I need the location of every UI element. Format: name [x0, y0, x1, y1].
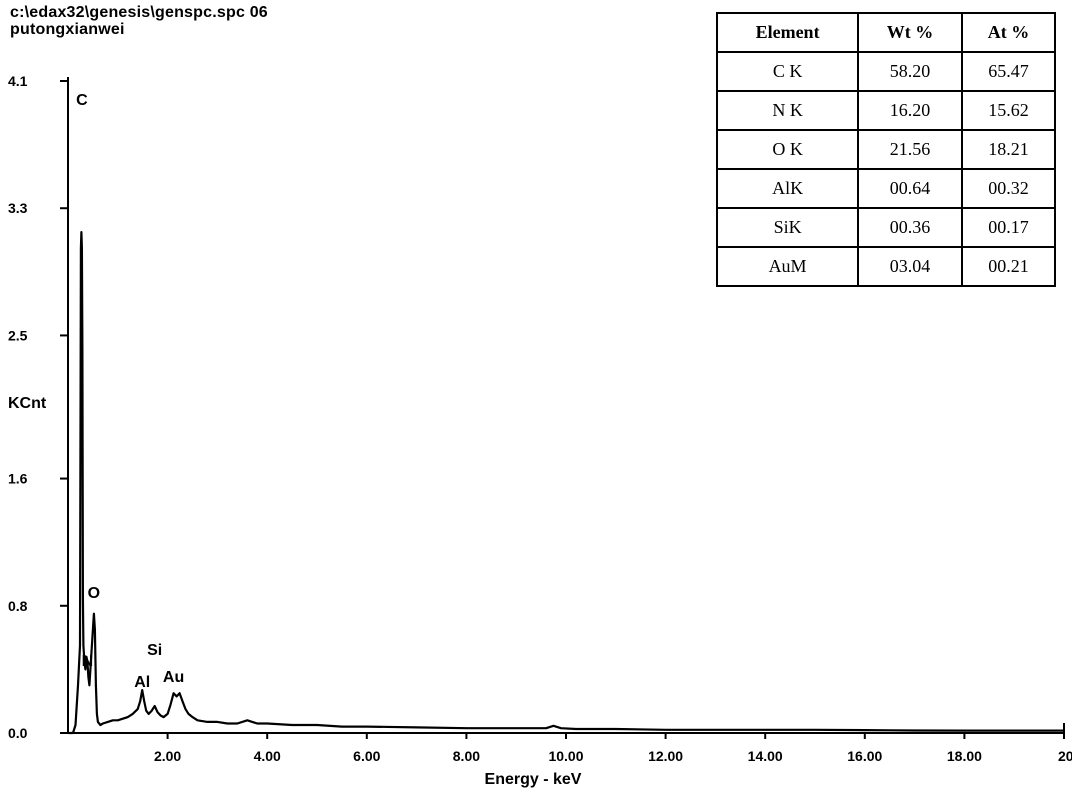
table-cell: 15.62 — [960, 90, 1057, 131]
x-tick-label: 16.00 — [847, 748, 882, 764]
table-cell: 00.21 — [960, 246, 1057, 287]
table-cell: 58.20 — [857, 51, 963, 92]
peak-label: O — [88, 585, 100, 602]
spectrum-line — [68, 231, 1064, 735]
y-tick-label: 2.5 — [8, 327, 28, 343]
peak-label: Si — [147, 642, 162, 659]
x-tick-label: 14.00 — [748, 748, 783, 764]
sample-name: putongxianwei — [10, 21, 125, 38]
table-cell: AuM — [715, 246, 860, 287]
table-cell: O K — [715, 129, 860, 170]
column-header: Element — [715, 12, 860, 53]
x-tick-label: 2.00 — [154, 748, 181, 764]
column-header: Wt % — [857, 12, 963, 53]
peak-label: C — [76, 92, 88, 109]
table-cell: 65.47 — [960, 51, 1057, 92]
y-tick-label: 3.3 — [8, 200, 28, 216]
x-tick-label: 4.00 — [254, 748, 281, 764]
table-row: N K 16.20 15.62 — [715, 90, 1057, 131]
x-tick-label: 18.00 — [947, 748, 982, 764]
peak-label: N — [82, 653, 94, 670]
table-row: AlK 00.64 00.32 — [715, 168, 1057, 209]
y-tick-label: 0.8 — [8, 598, 28, 614]
table-cell: 18.21 — [960, 129, 1057, 170]
table-cell: AlK — [715, 168, 860, 209]
table-cell: 00.36 — [857, 207, 963, 248]
table-header-row: Element Wt % At % — [715, 12, 1057, 53]
peak-label: Al — [134, 674, 150, 691]
table-cell: SiK — [715, 207, 860, 248]
table-row: O K 21.56 18.21 — [715, 129, 1057, 170]
table-cell: N K — [715, 90, 860, 131]
table-row: C K 58.20 65.47 — [715, 51, 1057, 92]
x-tick-label: 12.00 — [648, 748, 683, 764]
composition-table: Element Wt % At % C K 58.20 65.47 N K 16… — [715, 12, 1057, 287]
spectrum-file-path: c:\edax32\genesis\genspc.spc 06 — [10, 4, 268, 21]
table-cell: 21.56 — [857, 129, 963, 170]
peak-labels: C O N Si Al Au — [76, 92, 184, 691]
y-tick-label: 0.0 — [8, 725, 28, 741]
x-axis: 2.00 4.00 6.00 8.00 10.00 12.00 14.00 16.00 18.0… — [154, 733, 1072, 764]
table-cell: 00.32 — [960, 168, 1057, 209]
y-tick-label: 4.1 — [8, 73, 28, 89]
table-cell: 16.20 — [857, 90, 963, 131]
table-cell: 00.64 — [857, 168, 963, 209]
peak-label: Au — [163, 669, 184, 686]
table-row: AuM 03.04 00.21 — [715, 246, 1057, 287]
table-cell: 03.04 — [857, 246, 963, 287]
table-cell: C K — [715, 51, 860, 92]
y-axis: 0.0 0.8 1.6 2.5 3.3 4.1 — [8, 73, 68, 741]
y-axis-title: KCnt — [8, 395, 47, 412]
spectrum-series — [68, 231, 1064, 735]
y-tick-label: 1.6 — [8, 471, 28, 487]
x-tick-label: 6.00 — [353, 748, 380, 764]
x-tick-label: 20 — [1058, 748, 1072, 764]
x-tick-label: 8.00 — [453, 748, 480, 764]
table-row: SiK 00.36 00.17 — [715, 207, 1057, 248]
x-axis-title: Energy - keV — [485, 771, 582, 788]
column-header: At % — [960, 12, 1057, 53]
x-tick-label: 10.00 — [548, 748, 583, 764]
table-cell: 00.17 — [960, 207, 1057, 248]
